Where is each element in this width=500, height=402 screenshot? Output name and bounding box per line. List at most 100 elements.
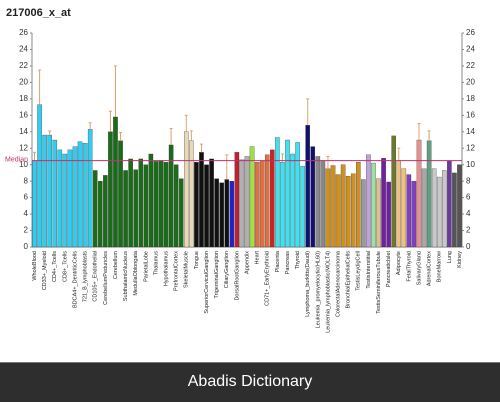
bar <box>356 162 361 248</box>
bar <box>143 164 149 248</box>
x-tick-label: SubthalamicNucleus <box>123 251 129 301</box>
bar <box>376 178 381 248</box>
x-tick-label: TestisLeydigCell <box>356 251 362 291</box>
x-tick-label: AdrenalCortex <box>427 251 433 286</box>
y2-tick-label: 16 <box>466 110 475 119</box>
bar <box>436 176 442 248</box>
y2-tick-label: 22 <box>466 61 475 70</box>
y-tick-label: 14 <box>19 127 28 136</box>
bar <box>199 152 204 248</box>
bar <box>254 162 260 248</box>
bar <box>37 104 42 248</box>
bar <box>401 168 407 248</box>
bar <box>411 181 417 248</box>
bar <box>184 131 189 248</box>
y-tick-label: 18 <box>19 94 28 103</box>
y-tick-label: 2 <box>24 226 29 235</box>
bar <box>259 160 265 248</box>
y-tick-label: 20 <box>19 77 28 86</box>
x-tick-label: CD105+_Endothelial <box>93 251 99 302</box>
bar <box>315 156 321 248</box>
bar <box>325 168 331 248</box>
bar <box>224 179 230 248</box>
y-tick-label: 26 <box>19 28 28 37</box>
y2-tick-label: 10 <box>466 160 475 169</box>
x-tick-label: Lymphoma_burkitts(Daudi) <box>305 251 311 317</box>
bar <box>163 162 169 248</box>
x-tick-label: CD8+_Tcells <box>62 251 68 282</box>
bar <box>173 164 179 248</box>
bar <box>138 158 144 248</box>
bar <box>300 166 305 248</box>
bar <box>133 169 138 248</box>
bar <box>447 160 452 248</box>
bar <box>340 164 346 248</box>
x-tick-label: BoneMarrow <box>437 251 443 282</box>
x-tick-label: CD4+_Tcells <box>52 251 58 282</box>
y-tick-label: 8 <box>24 176 29 185</box>
x-tick-label: Heart <box>255 251 261 265</box>
bar <box>32 160 37 248</box>
y2-tick-label: 6 <box>466 193 471 202</box>
bar <box>98 181 103 248</box>
bar <box>330 165 336 248</box>
y-tick-label: 6 <box>24 193 29 202</box>
bar <box>128 158 133 248</box>
bar <box>381 157 386 248</box>
y2-tick-label: 18 <box>466 94 475 103</box>
bar <box>244 156 250 248</box>
bar <box>52 139 58 248</box>
bar <box>103 175 108 248</box>
bar <box>431 168 437 248</box>
y-tick-label: 10 <box>19 160 28 169</box>
footer-text: Abadis Dictionary <box>188 373 313 390</box>
x-tick-label: Thalamus <box>153 251 159 275</box>
bar <box>42 134 47 248</box>
x-tick-label: Leukemia_lymphoblastic(MOLT4) <box>325 251 331 333</box>
bar <box>118 140 123 248</box>
bar <box>386 181 391 248</box>
x-tick-label: WholeBlood <box>32 251 38 281</box>
bar <box>426 140 432 248</box>
bar <box>371 162 376 248</box>
bar <box>366 154 371 248</box>
x-tick-label: CerebellumPeduncles <box>103 251 109 305</box>
y2-tick-label: 8 <box>466 176 471 185</box>
bar <box>270 149 275 248</box>
x-tick-label: PancreaticIslet <box>386 251 392 288</box>
bar <box>77 141 83 248</box>
bar <box>72 146 78 248</box>
bar <box>361 179 366 248</box>
bar <box>305 125 310 248</box>
bar <box>82 143 88 248</box>
bar <box>123 170 128 248</box>
bar <box>310 146 316 248</box>
x-tick-label: TestisInterstitial <box>366 251 372 289</box>
x-tick-label: Pancreas <box>285 251 291 274</box>
y2-tick-label: 12 <box>466 143 475 152</box>
chart-title: 217006_x_at <box>6 7 71 19</box>
x-tick-label: Tongue <box>194 251 200 269</box>
x-tick-label: Cerebellum <box>113 251 119 280</box>
bar <box>249 146 255 248</box>
median-label: Median <box>5 156 28 163</box>
x-tick-label: ColorectalAdenocarcinoma <box>336 250 342 317</box>
x-tick-label: Thyroid <box>295 251 301 269</box>
x-tick-label: Kidney <box>457 251 463 268</box>
y-tick-label: 4 <box>24 209 29 218</box>
x-tick-label: Lung <box>447 251 453 263</box>
bar <box>239 159 245 248</box>
footer-band <box>0 362 500 402</box>
bar <box>295 142 300 248</box>
x-tick-label: FetalThyroid <box>406 251 412 282</box>
x-tick-label: Placenta <box>275 250 281 272</box>
x-tick-label: ParietalLobe <box>143 251 149 282</box>
x-tick-label: SalivaryGland <box>416 251 422 285</box>
x-tick-label: MedullaOblongata <box>133 250 139 296</box>
bar <box>350 173 356 248</box>
bar <box>62 153 68 248</box>
bar <box>335 174 341 248</box>
bar <box>421 168 427 248</box>
bar <box>219 182 224 248</box>
x-tick-label: CD33+_Myeloid <box>42 251 48 290</box>
